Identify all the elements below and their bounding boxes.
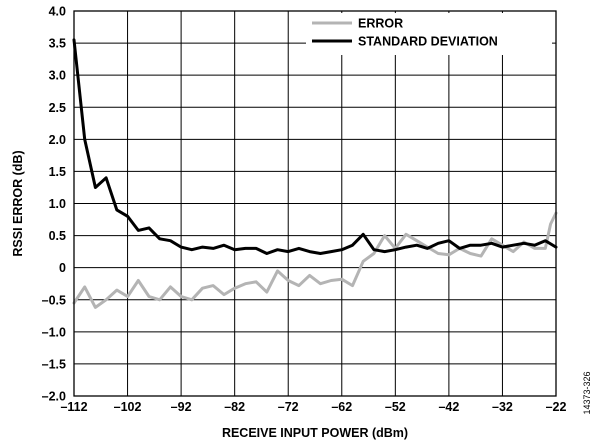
y-tick-label: 1.5 [49,165,66,179]
x-tick-label: –62 [331,400,352,414]
plot-frame [73,10,557,397]
grid [74,11,556,396]
y-tick-label: 0.5 [49,229,66,243]
x-tick-label: –42 [438,400,459,414]
x-tick-label: –22 [546,400,567,414]
y-axis-title: RSSI ERROR (dB) [11,150,25,256]
legend-background [306,13,552,55]
series-line-error [72,211,558,309]
x-axis-title: RECEIVE INPUT POWER (dBm) [222,426,408,440]
series-group [72,38,558,309]
legend: ERROR STANDARD DEVIATION [306,13,552,55]
y-tick-label: 3.0 [49,69,66,83]
figure-id: 14373-326 [582,371,592,414]
series-line-standard-deviation [72,38,558,255]
x-tick-label: –32 [492,400,513,414]
x-tick-label: –102 [114,400,142,414]
x-tick-label: –82 [224,400,245,414]
x-tick-label: –92 [171,400,192,414]
y-tick-label: –1.0 [42,325,66,339]
y-tick-label: 2.5 [49,101,66,115]
y-tick-label: 0 [59,261,66,275]
y-tick-label: –1.5 [42,357,66,371]
x-tick-label: –72 [278,400,299,414]
x-tick-label: –112 [60,400,87,414]
y-tick-label: –2.0 [42,390,66,404]
y-tick-label: 4.0 [49,5,66,19]
tick-labels: –112 –102 –92 –82 –72 –62 –52 –42 –32 –22 –2.0 –1.5… [42,5,567,415]
legend-label-standard-deviation: STANDARD DEVIATION [358,35,498,49]
legend-label-error: ERROR [358,17,403,31]
y-tick-label: 3.5 [49,37,66,51]
x-tick-label: –52 [385,400,406,414]
y-tick-label: –0.5 [42,293,66,307]
y-tick-label: 1.0 [49,197,66,211]
y-tick-label: 2.0 [49,133,66,147]
